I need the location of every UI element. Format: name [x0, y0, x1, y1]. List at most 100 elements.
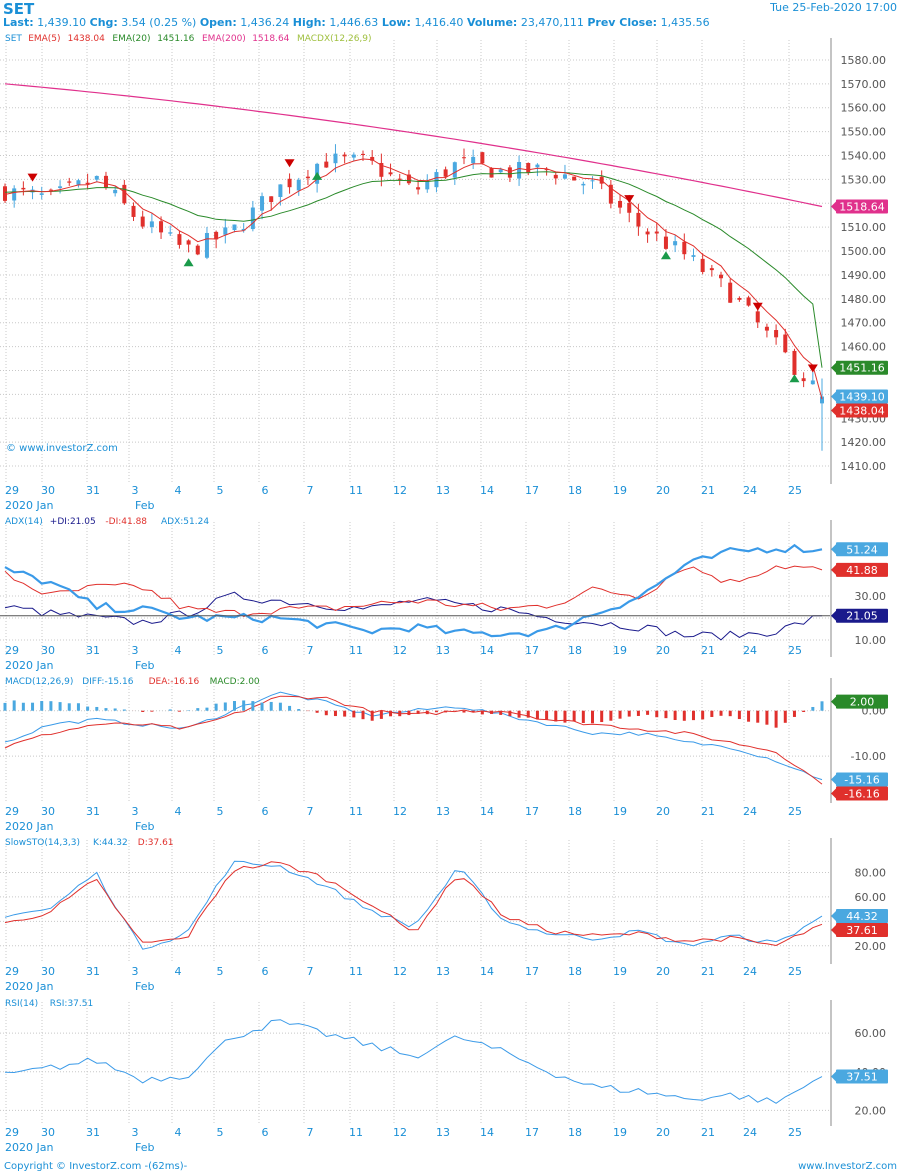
macd-histogram-bar — [232, 701, 236, 711]
candle-body — [627, 203, 632, 213]
x-tick-label: 24 — [743, 484, 757, 497]
x-tick-label: 31 — [86, 805, 100, 818]
value-marker — [836, 786, 888, 801]
x-tick-label: 25 — [788, 965, 802, 978]
candle-body — [342, 154, 347, 157]
quote-label: Low: — [381, 16, 411, 29]
sell-signal-marker — [284, 159, 295, 168]
y-tick-label: 10.00 — [855, 634, 887, 647]
candle-body — [792, 350, 797, 375]
candle-body — [250, 207, 255, 230]
y-tick-label: 1540.00 — [841, 150, 887, 163]
x-tick-label: 14 — [480, 805, 494, 818]
y-tick-label: 1410.00 — [841, 460, 887, 473]
candle-body — [810, 380, 815, 385]
macd-histogram-bar — [673, 710, 677, 721]
macd-histogram-bar — [765, 710, 769, 725]
x-tick-label: 21 — [701, 1126, 715, 1139]
value-marker — [836, 199, 888, 214]
x-tick-label: 29 — [5, 1126, 19, 1139]
candle-body — [581, 183, 586, 186]
macd-histogram-bar — [379, 710, 383, 719]
x-tick-label: 12 — [393, 484, 407, 497]
x-tick-label: 4 — [175, 965, 182, 978]
x-tick-label: 20 — [656, 644, 670, 657]
macd-histogram-bar — [719, 710, 723, 716]
macd-histogram-bar — [508, 710, 512, 717]
candle-body — [67, 181, 72, 183]
quote-label: Volume: — [466, 16, 518, 29]
candle-body — [535, 164, 540, 168]
x-tick-label: 19 — [613, 1126, 627, 1139]
value-marker-label: 1518.64 — [839, 201, 885, 214]
y-tick-label: 20.00 — [855, 940, 887, 953]
x-tick-label: 21 — [701, 805, 715, 818]
value-marker-pointer — [831, 610, 836, 621]
candle-body — [737, 297, 742, 300]
y-tick-label: 60.00 — [855, 891, 887, 904]
x-tick-label: 11 — [349, 965, 363, 978]
sell-signal-marker — [752, 302, 763, 311]
x-tick-label: 29 — [5, 484, 19, 497]
macd-histogram-bar — [646, 710, 650, 715]
candle-body — [278, 184, 283, 197]
legend-item: MACD:2.00 — [210, 677, 260, 687]
candle-body — [149, 221, 154, 228]
candle-body — [333, 153, 338, 164]
quote-value: 3.54 (0.25 %) — [117, 16, 200, 29]
legend-item: D:37.61 — [138, 838, 174, 848]
macd-histogram-bar — [223, 702, 227, 711]
y-tick-label: 1580.00 — [841, 54, 887, 67]
macd-histogram-bar — [251, 701, 255, 711]
x-tick-label: 30 — [41, 965, 55, 978]
candle-body — [269, 196, 274, 203]
candle-body — [783, 334, 788, 353]
y-tick-label: 1480.00 — [841, 293, 887, 306]
candle-body — [746, 297, 751, 306]
candle-body — [214, 231, 219, 240]
footer-link[interactable]: www.InvestorZ.com — [798, 1161, 897, 1172]
candle-body — [241, 228, 246, 231]
macd-histogram-bar — [792, 710, 796, 717]
legend-item: DIFF:-15.16 — [82, 677, 134, 687]
x-tick-label: 5 — [217, 644, 224, 657]
candle-body — [425, 181, 430, 190]
x-tick-label: 30 — [41, 484, 55, 497]
macd-histogram-bar — [499, 710, 503, 715]
x-tick-label: 6 — [262, 644, 269, 657]
x-tick-label: 29 — [5, 644, 19, 657]
value-marker — [836, 772, 888, 787]
x-tick-label: 19 — [613, 965, 627, 978]
macd-histogram-bar — [747, 710, 751, 722]
x-tick-label: 4 — [175, 805, 182, 818]
legend-item: MACD(12,26,9) — [5, 677, 73, 687]
ema20-line — [4, 171, 823, 368]
candle-body — [305, 176, 310, 179]
x-tick-label: 3 — [132, 965, 139, 978]
ema200-line — [4, 83, 823, 208]
macd-histogram-bar — [168, 709, 172, 711]
buy-signal-marker — [312, 171, 323, 180]
candle-body — [507, 167, 512, 178]
candle-body — [755, 311, 760, 323]
buy-signal-marker — [183, 258, 194, 267]
value-marker-label: 2.00 — [850, 696, 875, 709]
value-marker — [836, 1069, 888, 1084]
candle-body — [287, 178, 292, 188]
macd-histogram-bar — [618, 710, 622, 719]
value-marker — [836, 923, 888, 938]
candle-body — [654, 231, 659, 234]
x-tick-label: 3 — [132, 1126, 139, 1139]
legend-item: EMA(200) — [202, 34, 246, 44]
macd-histogram-bar — [31, 702, 35, 711]
value-marker-label: 44.32 — [846, 910, 878, 923]
value-marker — [836, 562, 888, 577]
macd-histogram-bar — [398, 710, 402, 717]
quote-value: 1,446.63 — [325, 16, 382, 29]
macd-histogram-bar — [774, 710, 778, 728]
buy-signal-marker — [660, 251, 671, 260]
sell-signal-marker — [624, 195, 635, 204]
y-tick-label: 1510.00 — [841, 221, 887, 234]
quote-label: High: — [292, 16, 326, 29]
macd-histogram-bar — [297, 709, 301, 711]
